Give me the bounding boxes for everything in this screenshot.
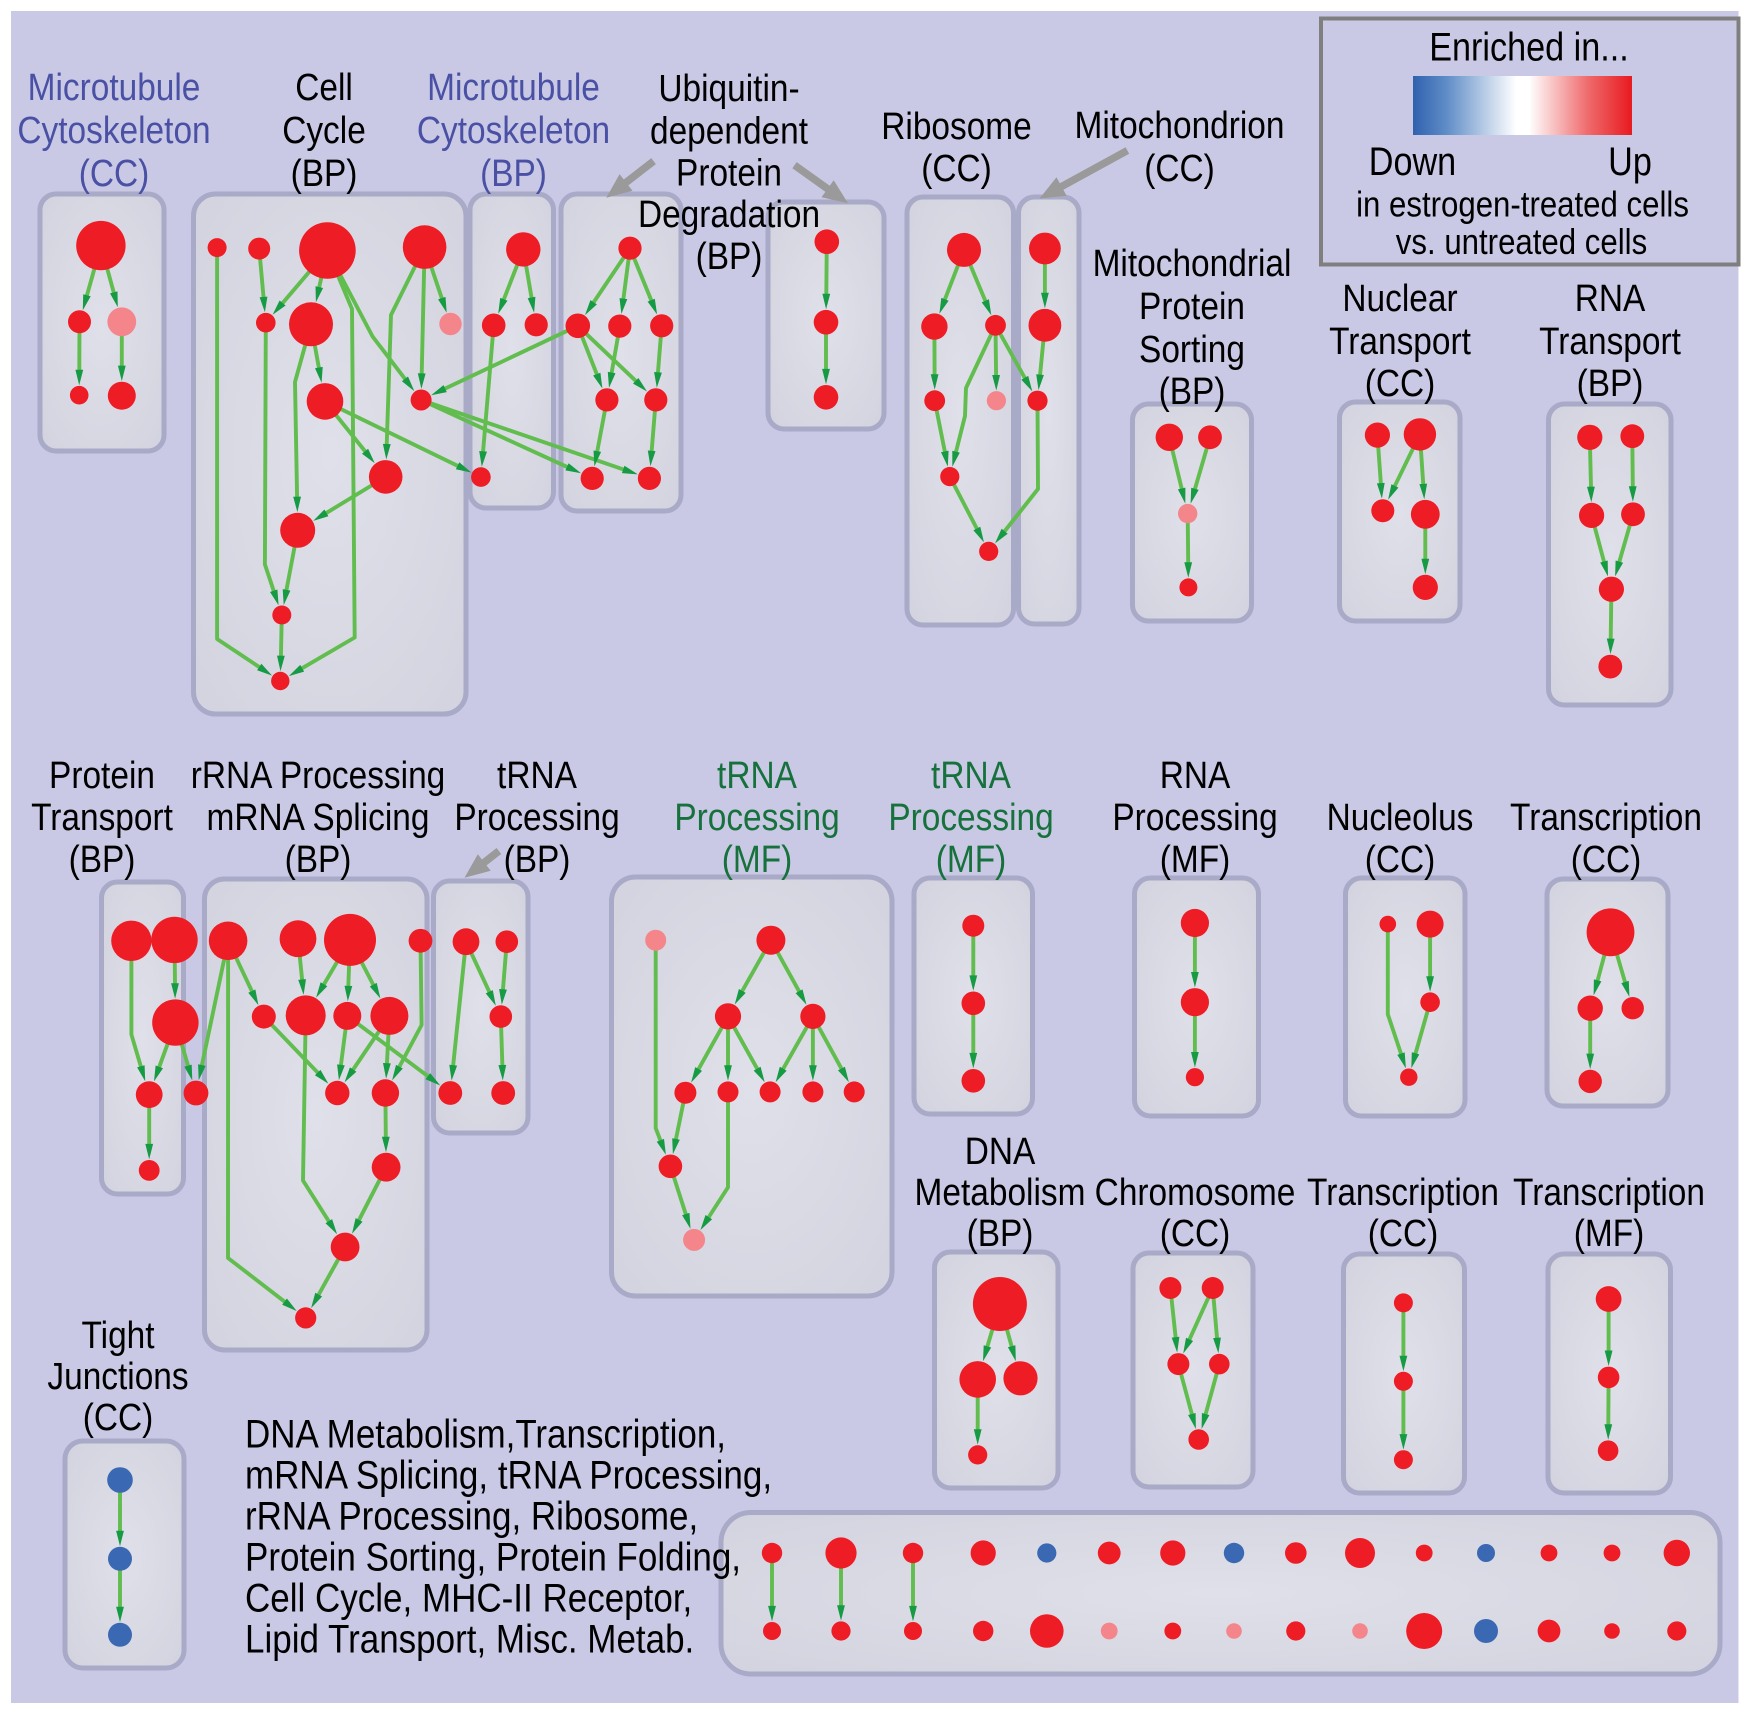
svg-text:mRNA Splicing: mRNA Splicing [207,796,430,838]
svg-text:(CC): (CC) [1571,838,1642,880]
svg-text:(BP): (BP) [696,235,763,277]
svg-text:(BP): (BP) [285,838,352,880]
svg-text:(CC): (CC) [1365,838,1436,880]
svg-text:Cytoskeleton: Cytoskeleton [17,109,210,151]
svg-text:Transcription: Transcription [1307,1171,1499,1213]
svg-text:Transcription: Transcription [1510,796,1702,838]
svg-text:DNA Metabolism,Transcription,: DNA Metabolism,Transcription, [245,1411,726,1456]
svg-text:Degradation: Degradation [638,193,820,235]
svg-text:(MF): (MF) [722,838,793,880]
svg-text:Metabolism: Metabolism [915,1171,1086,1213]
svg-text:Cell: Cell [295,66,353,108]
svg-text:(MF): (MF) [936,838,1007,880]
svg-text:Cycle: Cycle [282,109,366,151]
svg-text:Ribosome: Ribosome [881,105,1032,147]
svg-text:Up: Up [1608,138,1652,183]
svg-text:(CC): (CC) [83,1396,154,1438]
svg-text:Chromosome: Chromosome [1095,1171,1296,1213]
svg-text:Protein: Protein [676,152,782,194]
svg-text:Transport: Transport [1539,320,1681,362]
svg-text:Processing: Processing [1112,796,1277,838]
svg-text:Processing: Processing [888,796,1053,838]
svg-text:RNA: RNA [1575,277,1646,319]
svg-text:Mitochondrial: Mitochondrial [1093,242,1292,284]
svg-text:Microtubule: Microtubule [28,66,201,108]
svg-text:(BP): (BP) [504,838,571,880]
svg-text:Down: Down [1369,138,1456,183]
svg-text:rRNA Processing: rRNA Processing [191,754,446,796]
svg-text:Protein Sorting, Protein Foldi: Protein Sorting, Protein Folding, [245,1534,741,1579]
svg-text:(BP): (BP) [1577,362,1644,404]
svg-text:tRNA: tRNA [931,754,1011,796]
svg-text:(BP): (BP) [291,152,358,194]
svg-text:(CC): (CC) [1160,1212,1231,1254]
svg-text:(CC): (CC) [1368,1212,1439,1254]
svg-text:Cell Cycle, MHC-II Receptor,: Cell Cycle, MHC-II Receptor, [245,1575,692,1620]
svg-text:Tight: Tight [81,1314,154,1356]
svg-text:Protein: Protein [1139,285,1245,327]
svg-text:tRNA: tRNA [717,754,797,796]
svg-text:(BP): (BP) [480,152,547,194]
svg-text:RNA: RNA [1160,754,1231,796]
svg-text:DNA: DNA [965,1130,1036,1172]
svg-text:Protein: Protein [49,754,155,796]
svg-text:Cytoskeleton: Cytoskeleton [417,109,610,151]
svg-text:(MF): (MF) [1574,1212,1645,1254]
svg-text:Nucleolus: Nucleolus [1327,796,1474,838]
svg-text:mRNA Splicing, tRNA Processing: mRNA Splicing, tRNA Processing, [245,1452,772,1497]
svg-text:Nuclear: Nuclear [1342,277,1457,319]
svg-text:Microtubule: Microtubule [427,66,600,108]
svg-text:(CC): (CC) [79,152,150,194]
svg-text:Sorting: Sorting [1139,328,1245,370]
svg-text:Processing: Processing [454,796,619,838]
svg-text:rRNA Processing, Ribosome,: rRNA Processing, Ribosome, [245,1493,698,1538]
svg-text:(BP): (BP) [1159,370,1226,412]
svg-text:Transport: Transport [1329,320,1471,362]
svg-text:(CC): (CC) [921,147,992,189]
svg-text:(BP): (BP) [967,1212,1034,1254]
svg-text:tRNA: tRNA [497,754,577,796]
svg-text:vs. untreated cells: vs. untreated cells [1396,222,1647,263]
svg-text:Lipid Transport, Misc. Metab.: Lipid Transport, Misc. Metab. [245,1616,694,1661]
svg-text:Processing: Processing [674,796,839,838]
svg-text:Transcription: Transcription [1513,1171,1705,1213]
svg-text:Mitochondrion: Mitochondrion [1075,104,1285,146]
svg-text:in estrogen-treated cells: in estrogen-treated cells [1356,184,1689,225]
svg-text:(CC): (CC) [1365,362,1436,404]
svg-text:(MF): (MF) [1160,838,1231,880]
svg-text:(BP): (BP) [69,838,136,880]
svg-text:Transport: Transport [31,796,173,838]
svg-text:Junctions: Junctions [47,1355,188,1397]
svg-text:(CC): (CC) [1144,147,1215,189]
svg-text:Ubiquitin-: Ubiquitin- [658,67,799,109]
svg-text:dependent: dependent [650,110,808,152]
svg-text:Enriched in...: Enriched in... [1429,24,1629,69]
